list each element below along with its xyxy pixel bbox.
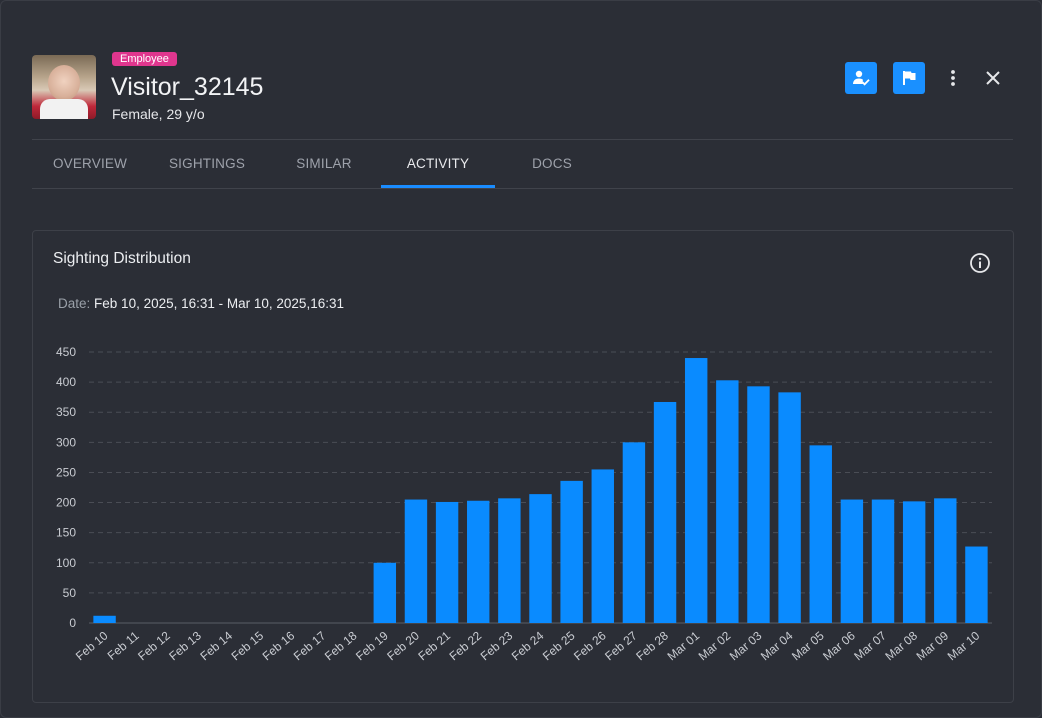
x-tick-label: Feb 14 xyxy=(197,628,235,663)
y-tick-label: 50 xyxy=(63,586,77,600)
tab-sightings[interactable]: SIGHTINGS xyxy=(168,156,246,171)
bar[interactable] xyxy=(778,392,801,623)
x-tick-label: Feb 12 xyxy=(135,628,173,663)
tabs-divider xyxy=(32,188,1013,189)
x-tick-label: Feb 24 xyxy=(509,628,547,663)
tab-activity[interactable]: ACTIVITY xyxy=(406,156,470,171)
x-tick-label: Feb 10 xyxy=(73,628,111,663)
date-label: Date: xyxy=(58,296,91,311)
tab-overview[interactable]: OVERVIEW xyxy=(52,156,128,171)
x-tick-label: Mar 05 xyxy=(789,628,827,663)
bar[interactable] xyxy=(871,499,895,623)
role-badge: Employee xyxy=(112,52,177,66)
bar[interactable] xyxy=(622,442,646,623)
x-tick-label: Mar 09 xyxy=(914,628,952,663)
x-tick-label: Mar 07 xyxy=(851,628,889,663)
date-range: Date: Feb 10, 2025, 16:31 - Mar 10, 2025… xyxy=(58,296,344,311)
bar[interactable] xyxy=(435,501,459,623)
bar[interactable] xyxy=(467,500,490,623)
bar[interactable] xyxy=(373,562,397,623)
person-check-icon xyxy=(853,70,870,86)
x-tick-label: Feb 15 xyxy=(229,628,267,663)
card-title: Sighting Distribution xyxy=(53,250,191,267)
x-tick-label: Mar 04 xyxy=(758,628,796,663)
flag-icon xyxy=(903,71,916,85)
info-icon[interactable] xyxy=(969,252,991,274)
x-tick-label: Mar 08 xyxy=(882,628,920,663)
more-options-button[interactable] xyxy=(937,62,969,94)
bar[interactable] xyxy=(902,501,926,623)
x-tick-label: Feb 17 xyxy=(291,628,329,663)
x-tick-label: Feb 13 xyxy=(166,628,204,663)
y-tick-label: 350 xyxy=(56,405,76,419)
bar[interactable] xyxy=(560,480,583,623)
y-tick-label: 300 xyxy=(56,435,76,449)
bar[interactable] xyxy=(498,498,521,623)
y-tick-label: 100 xyxy=(56,556,76,570)
bar[interactable] xyxy=(684,358,708,623)
x-tick-label: Feb 22 xyxy=(447,628,485,663)
x-tick-label: Feb 18 xyxy=(322,628,360,663)
bar[interactable] xyxy=(653,401,677,623)
y-tick-label: 200 xyxy=(56,496,76,510)
bar[interactable] xyxy=(591,469,614,623)
x-tick-label: Feb 26 xyxy=(571,628,609,663)
bar[interactable] xyxy=(934,498,957,623)
y-tick-label: 250 xyxy=(56,465,76,479)
x-tick-label: Mar 03 xyxy=(727,628,765,663)
bar[interactable] xyxy=(93,615,116,623)
bar[interactable] xyxy=(965,546,988,623)
x-tick-label: Feb 28 xyxy=(633,628,671,663)
x-tick-label: Mar 06 xyxy=(820,628,858,663)
x-tick-label: Feb 20 xyxy=(384,628,422,663)
bar[interactable] xyxy=(840,499,864,623)
x-tick-label: Feb 27 xyxy=(602,628,640,663)
x-tick-label: Feb 19 xyxy=(353,628,391,663)
x-tick-label: Mar 02 xyxy=(696,628,734,663)
x-tick-label: Feb 16 xyxy=(260,628,298,663)
person-demographics: Female, 29 y/o xyxy=(112,106,205,122)
x-tick-label: Feb 23 xyxy=(478,628,516,663)
header-divider xyxy=(32,139,1013,140)
bar[interactable] xyxy=(716,380,739,623)
bar[interactable] xyxy=(529,494,552,623)
tab-docs[interactable]: DOCS xyxy=(532,156,572,171)
avatar xyxy=(32,55,96,119)
tab-bar: OVERVIEW SIGHTINGS SIMILAR ACTIVITY DOCS xyxy=(32,140,1013,188)
tab-similar[interactable]: SIMILAR xyxy=(296,156,352,171)
flag-button[interactable] xyxy=(893,62,925,94)
bar[interactable] xyxy=(404,499,428,623)
x-tick-label: Mar 10 xyxy=(945,628,983,663)
close-icon xyxy=(986,71,1000,85)
bar[interactable] xyxy=(809,445,832,623)
y-tick-label: 0 xyxy=(69,616,76,630)
x-tick-label: Feb 21 xyxy=(415,628,453,663)
sighting-distribution-card: Sighting Distribution Date: Feb 10, 2025… xyxy=(32,230,1014,703)
close-button[interactable] xyxy=(977,62,1009,94)
x-tick-label: Feb 11 xyxy=(105,628,142,662)
avatar-shirt xyxy=(40,99,88,119)
person-name: Visitor_32145 xyxy=(111,73,264,101)
vertical-dots-icon xyxy=(951,70,955,86)
active-tab-indicator xyxy=(381,185,495,188)
y-tick-label: 450 xyxy=(56,345,76,359)
y-tick-label: 400 xyxy=(56,375,76,389)
date-value: Feb 10, 2025, 16:31 - Mar 10, 2025,16:31 xyxy=(94,296,344,311)
bar[interactable] xyxy=(747,386,770,623)
verify-person-button[interactable] xyxy=(845,62,877,94)
x-tick-label: Feb 25 xyxy=(540,628,578,663)
y-tick-label: 150 xyxy=(56,526,76,540)
avatar-face xyxy=(48,65,80,101)
x-tick-label: Mar 01 xyxy=(665,628,703,663)
